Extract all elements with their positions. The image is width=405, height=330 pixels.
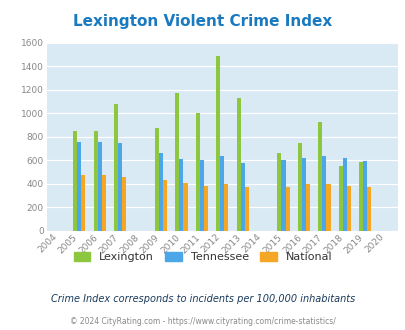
Bar bbox=[305, 184, 309, 231]
Text: Crime Index corresponds to incidents per 100,000 inhabitants: Crime Index corresponds to incidents per… bbox=[51, 294, 354, 304]
Bar bbox=[244, 187, 248, 231]
Bar bbox=[338, 166, 342, 231]
Bar bbox=[220, 156, 224, 231]
Bar bbox=[118, 143, 122, 231]
Bar bbox=[362, 161, 367, 231]
Bar bbox=[94, 131, 98, 231]
Bar bbox=[122, 177, 126, 231]
Bar bbox=[277, 153, 281, 231]
Bar bbox=[326, 184, 330, 231]
Bar bbox=[281, 160, 285, 231]
Bar bbox=[240, 163, 244, 231]
Bar bbox=[179, 159, 183, 231]
Text: Lexington Violent Crime Index: Lexington Violent Crime Index bbox=[73, 14, 332, 29]
Bar bbox=[163, 181, 167, 231]
Bar bbox=[73, 131, 77, 231]
Bar bbox=[114, 104, 118, 231]
Bar bbox=[367, 187, 371, 231]
Bar bbox=[318, 122, 322, 231]
Bar bbox=[183, 183, 187, 231]
Bar bbox=[159, 153, 163, 231]
Text: © 2024 CityRating.com - https://www.cityrating.com/crime-statistics/: © 2024 CityRating.com - https://www.city… bbox=[70, 317, 335, 326]
Bar bbox=[297, 143, 301, 231]
Bar bbox=[98, 142, 102, 231]
Bar bbox=[199, 160, 203, 231]
Bar bbox=[155, 128, 159, 231]
Bar bbox=[175, 93, 179, 231]
Bar bbox=[203, 186, 207, 231]
Bar bbox=[224, 184, 228, 231]
Bar bbox=[102, 175, 106, 231]
Legend: Lexington, Tennessee, National: Lexington, Tennessee, National bbox=[69, 248, 336, 267]
Bar bbox=[342, 158, 346, 231]
Bar bbox=[322, 156, 326, 231]
Bar bbox=[81, 175, 85, 231]
Bar bbox=[346, 186, 350, 231]
Bar bbox=[195, 114, 199, 231]
Bar bbox=[77, 142, 81, 231]
Bar bbox=[236, 98, 240, 231]
Bar bbox=[285, 187, 289, 231]
Bar bbox=[358, 162, 362, 231]
Bar bbox=[301, 158, 305, 231]
Bar bbox=[215, 56, 220, 231]
